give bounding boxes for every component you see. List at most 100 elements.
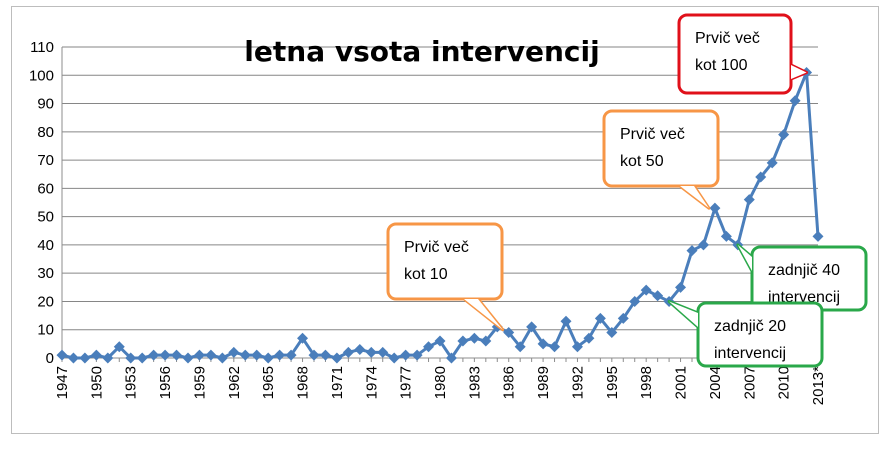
y-tick-label: 10 — [37, 322, 54, 339]
data-point — [652, 290, 664, 302]
x-tick-label: 1980 — [432, 366, 449, 399]
data-point — [113, 341, 125, 353]
callout-text: zadnjič 20 — [714, 318, 786, 335]
data-point — [755, 171, 767, 183]
data-point — [445, 352, 457, 364]
data-point — [102, 352, 114, 364]
x-tick-label: 2007 — [741, 366, 758, 399]
x-tick-label: 1965 — [260, 366, 277, 399]
data-point — [526, 321, 538, 333]
data-point — [480, 335, 492, 347]
x-tick-label: 1983 — [466, 366, 483, 399]
x-tick-label: 1986 — [501, 366, 518, 399]
x-tick-label: 1950 — [88, 366, 105, 399]
y-tick-label: 90 — [37, 96, 54, 113]
callout-text: Prvič več — [695, 30, 760, 47]
callout-pointer-fill — [791, 65, 807, 79]
annotation-callout: zadnjič 20 intervencij — [667, 299, 824, 368]
data-point — [697, 239, 709, 251]
x-tick-label: 1956 — [157, 366, 174, 399]
x-tick-label: 1992 — [569, 366, 586, 399]
data-point — [709, 202, 721, 214]
data-point — [342, 346, 354, 358]
y-tick-label: 50 — [37, 209, 54, 226]
callout-text: kot 10 — [404, 266, 448, 283]
data-point — [549, 341, 561, 353]
data-point — [182, 352, 194, 364]
data-point — [400, 349, 412, 361]
x-tick-label: 2010 — [776, 366, 793, 399]
data-point — [675, 281, 687, 293]
x-tick-label: 1959 — [191, 366, 208, 399]
callout-pointer-fill — [680, 186, 709, 209]
x-tick-label: 1962 — [226, 366, 243, 399]
data-point — [743, 194, 755, 206]
y-tick-label: 0 — [46, 350, 54, 367]
data-point — [423, 341, 435, 353]
data-point — [274, 349, 286, 361]
x-tick-label: 1968 — [295, 366, 312, 399]
data-point — [720, 230, 732, 242]
y-axis: 0 10 20 30 40 50 60 70 80 90 100 110 — [29, 39, 63, 367]
data-point — [136, 352, 148, 364]
data-point — [514, 341, 526, 353]
x-tick-label: 2013* — [810, 366, 827, 405]
data-point — [583, 332, 595, 344]
y-tick-label: 80 — [37, 124, 54, 141]
data-point — [789, 95, 801, 107]
data-point — [468, 332, 480, 344]
callout-text: kot 100 — [695, 57, 748, 74]
data-point — [125, 352, 137, 364]
data-point — [434, 335, 446, 347]
data-point — [308, 349, 320, 361]
chart-title: letna vsota intervencij — [244, 35, 599, 68]
callout-box — [386, 222, 504, 301]
callout-pointer-fill — [464, 299, 503, 330]
chart-frame: 0 10 20 30 40 50 60 70 80 90 100 110 1947 1950 1953 19… — [11, 6, 879, 434]
data-point — [411, 349, 423, 361]
data-point — [686, 245, 698, 257]
data-point — [537, 338, 549, 350]
data-point — [228, 346, 240, 358]
annotations: Prvič več kot 10 Prvič več kot 50 Prvič več k… — [386, 13, 868, 368]
x-axis: 1947 1950 1953 1956 1959 1962 1965 1968 1971 1974… — [54, 358, 827, 405]
data-point — [90, 349, 102, 361]
data-point — [148, 349, 160, 361]
data-point — [778, 129, 790, 141]
data-point — [629, 295, 641, 307]
y-tick-label: 40 — [37, 237, 54, 254]
data-point — [171, 349, 183, 361]
data-point — [297, 332, 309, 344]
x-tick-label: 1989 — [535, 366, 552, 399]
data-point — [159, 349, 171, 361]
data-point — [571, 341, 583, 353]
data-point — [319, 349, 331, 361]
data-point — [354, 344, 366, 356]
callout-box — [602, 109, 720, 188]
y-tick-label: 70 — [37, 152, 54, 169]
y-tick-label: 100 — [29, 67, 54, 84]
callout-pointer-fill — [737, 244, 752, 271]
x-tick-label: 1971 — [329, 366, 346, 399]
annotation-callout: Prvič več kot 10 — [386, 222, 505, 332]
callout-text: Prvič več — [404, 239, 469, 256]
data-point — [617, 312, 629, 324]
data-point — [67, 352, 79, 364]
data-point — [377, 346, 389, 358]
data-point — [331, 352, 343, 364]
callout-pointer-fill — [669, 301, 698, 327]
x-tick-label: 1974 — [363, 366, 380, 399]
x-tick-label: 1977 — [398, 366, 415, 399]
data-point — [216, 352, 228, 364]
y-tick-label: 30 — [37, 265, 54, 282]
data-point — [239, 349, 251, 361]
data-point — [766, 157, 778, 169]
x-tick-label: 1953 — [123, 366, 140, 399]
data-series — [56, 66, 824, 364]
callout-box — [696, 301, 824, 368]
y-tick-label: 60 — [37, 180, 54, 197]
x-tick-label: 1947 — [54, 366, 71, 399]
annotation-callout: Prvič več kot 100 — [677, 13, 809, 95]
data-point — [251, 349, 263, 361]
